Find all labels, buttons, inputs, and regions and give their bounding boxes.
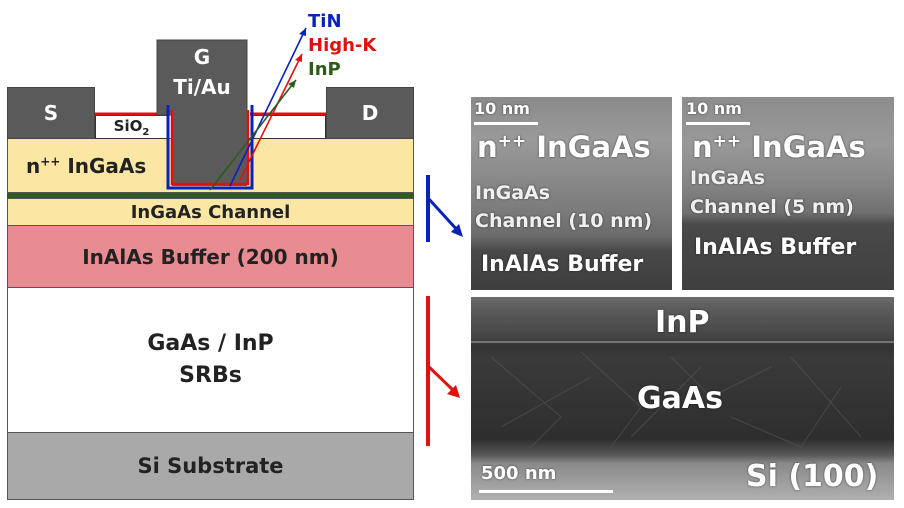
tem-tr-layer3: InAlAs Buffer: [694, 235, 857, 260]
srb-layer: GaAs / InP SRBs: [7, 287, 414, 433]
tem-tr-scale-label: 10 nm: [686, 99, 742, 118]
ingaas-channel-layer: InGaAs Channel: [7, 198, 414, 226]
inp-leader-line: [209, 79, 297, 191]
si-substrate-layer: Si Substrate: [7, 432, 414, 500]
ingaas-channel-label: InGaAs Channel: [130, 201, 291, 223]
sio2-left-block: SiO2: [95, 115, 168, 139]
blue-arrow: [426, 196, 461, 234]
gate-label-g: G: [193, 45, 211, 69]
tem-tl-layer3: InAlAs Buffer: [481, 252, 644, 277]
tem-tl-layer2-line2: Channel (10 nm): [475, 210, 653, 232]
tin-liner: [166, 105, 254, 190]
inp-etch-stop-line: [7, 192, 414, 198]
gate-label-metal: Ti/Au: [173, 75, 231, 99]
tem-bottom-scale-label: 500 nm: [481, 463, 557, 484]
tem-tl-scalebar: [474, 122, 538, 125]
legend-high-k: High-K: [308, 35, 377, 56]
red-arrow: [426, 364, 457, 394]
tem-tl-layer2-line1: InGaAs: [475, 182, 551, 204]
tin-leader-line: [229, 27, 307, 187]
gate-metal-top: [156, 39, 248, 116]
srb-label-line1: GaAs / InP: [147, 331, 274, 357]
sio2-label: SiO2: [113, 116, 150, 138]
tem-bottom-inp-label: InP: [655, 305, 710, 340]
n-plus-ingaas-label: n++ InGaAs: [26, 153, 147, 178]
tem-bottom-gaas-label: GaAs: [637, 381, 723, 416]
sio2-right-block: [252, 115, 326, 139]
si-substrate-label: Si Substrate: [137, 454, 284, 478]
tem-bottom-substrate-label: Si (100): [746, 459, 879, 494]
bracket-svg: [426, 175, 463, 446]
tem-tr-layer2-line1: InGaAs: [690, 167, 766, 189]
tem-tl-layer1: n++ InGaAs: [477, 130, 651, 164]
gate-stack-svg: [95, 27, 326, 191]
tem-tr-layer2-line2: Channel (5 nm): [690, 196, 854, 218]
legend-tin: TiN: [308, 11, 342, 32]
tem-image-srb-cross-section: InP GaAs 500 nm Si (100): [471, 297, 894, 500]
srb-label-line2: SRBs: [179, 363, 242, 388]
gate-stack-legend: TiN High-K InP: [308, 10, 376, 82]
tem-bottom-scalebar: [479, 490, 613, 493]
legend-inp: InP: [308, 59, 341, 80]
drain-contact: D: [326, 87, 414, 139]
high-k-leader-line: [239, 53, 303, 181]
drain-label: D: [361, 101, 379, 125]
gate-metal-recess: [172, 112, 247, 186]
inalas-buffer-layer: InAlAs Buffer (200 nm): [7, 225, 414, 288]
tem-dislocation-texture: [471, 341, 894, 448]
gate-label: G Ti/Au: [157, 42, 247, 102]
tem-image-5nm-channel: 10 nm n++ InGaAs InGaAs Channel (5 nm) I…: [682, 97, 894, 290]
tem-tl-scale-label: 10 nm: [474, 99, 530, 118]
source-contact: S: [7, 87, 95, 139]
inalas-buffer-label: InAlAs Buffer (200 nm): [82, 244, 339, 269]
source-label: S: [43, 101, 59, 125]
tem-image-10nm-channel: 10 nm n++ InGaAs InGaAs Channel (10 nm) …: [471, 97, 672, 290]
tem-tr-scalebar: [686, 122, 750, 125]
tem-tr-layer1: n++ InGaAs: [692, 130, 866, 164]
